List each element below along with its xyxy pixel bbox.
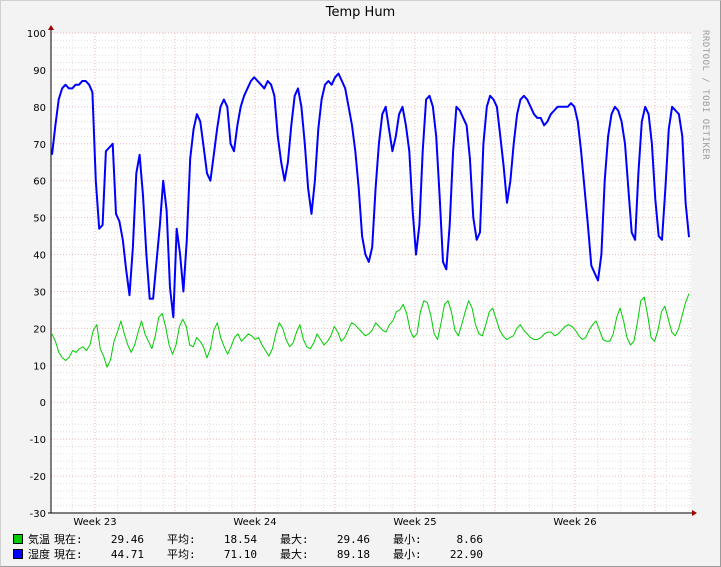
y-tick-label: 50 bbox=[33, 214, 46, 225]
minimum-label: 最小: bbox=[393, 533, 422, 546]
maximum-label: 最大: bbox=[280, 548, 309, 561]
average-label: 平均: bbox=[167, 533, 196, 546]
temp-maximum: 29.46 bbox=[336, 533, 370, 546]
x-tick-label: Week 24 bbox=[233, 517, 276, 528]
temp-average: 18.54 bbox=[223, 533, 257, 546]
x-tick-label: Week 26 bbox=[553, 517, 596, 528]
humidity-maximum: 89.18 bbox=[336, 548, 370, 561]
humidity-minimum: 22.90 bbox=[449, 548, 483, 561]
plot-background bbox=[51, 33, 691, 513]
y-tick-label: 40 bbox=[33, 251, 46, 262]
rrdtool-credit: RRDTOOL / TOBI OETIKER bbox=[700, 30, 710, 161]
average-label: 平均: bbox=[167, 548, 196, 561]
humidity-average: 71.10 bbox=[223, 548, 257, 561]
temperature-line bbox=[51, 293, 690, 368]
current-label: 現在: bbox=[54, 548, 83, 561]
legend-swatch-humidity bbox=[13, 549, 23, 559]
x-tick-label: Week 25 bbox=[393, 517, 436, 528]
legend-swatch-temp bbox=[13, 534, 23, 544]
y-tick-label: 100 bbox=[27, 29, 46, 40]
temp-current: 29.46 bbox=[110, 533, 144, 546]
x-axis-arrow bbox=[692, 510, 697, 516]
y-tick-label: 10 bbox=[33, 361, 46, 372]
y-tick-label: 80 bbox=[33, 103, 46, 114]
y-tick-label: 90 bbox=[33, 66, 46, 77]
chart-title: Temp Hum bbox=[325, 5, 396, 20]
legend-row-humidity: 湿度 現在: 44.71 平均: 71.10 最大: 89.18 最小: 22.90 bbox=[13, 546, 506, 562]
humidity-current: 44.71 bbox=[110, 548, 144, 561]
y-axis-arrow bbox=[48, 25, 54, 30]
y-tick-label: 20 bbox=[33, 324, 46, 335]
minimum-label: 最小: bbox=[393, 548, 422, 561]
x-tick-label: Week 23 bbox=[73, 517, 116, 528]
y-tick-label: 30 bbox=[33, 287, 46, 298]
data-marks bbox=[51, 72, 690, 368]
y-tick-label: 0 bbox=[40, 398, 46, 409]
current-label: 現在: bbox=[54, 533, 83, 546]
y-tick-label: 60 bbox=[33, 177, 46, 188]
grid bbox=[51, 32, 691, 513]
y-tick-label: -30 bbox=[30, 509, 46, 520]
legend-label-humidity: 湿度 bbox=[28, 548, 50, 561]
maximum-label: 最大: bbox=[280, 533, 309, 546]
y-tick-label: -20 bbox=[30, 472, 46, 483]
humidity-line bbox=[51, 72, 690, 319]
axes: -30 -20 -10 0 10 20 30 40 50 60 70 80 90 100 Week 23 We… bbox=[27, 25, 697, 528]
legend-row-temp: 気温 現在: 29.46 平均: 18.54 最大: 29.46 最小: 8.66 bbox=[13, 531, 506, 547]
legend-label-temp: 気温 bbox=[28, 533, 50, 546]
temp-minimum: 8.66 bbox=[456, 533, 484, 546]
y-tick-label: -10 bbox=[30, 435, 46, 446]
y-tick-label: 70 bbox=[33, 140, 46, 151]
